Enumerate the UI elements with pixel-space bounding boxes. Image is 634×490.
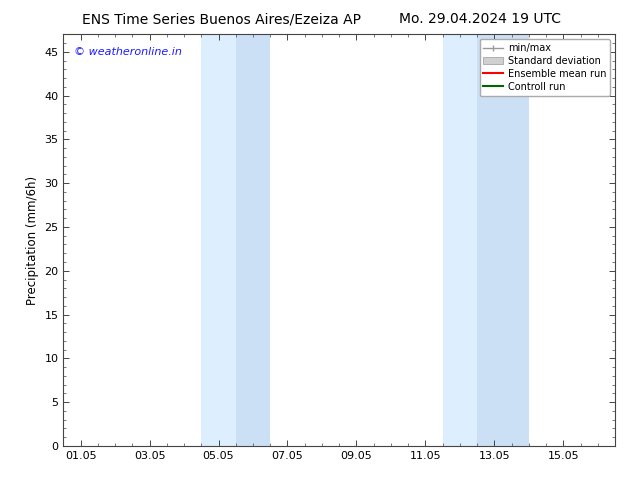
Text: ENS Time Series Buenos Aires/Ezeiza AP: ENS Time Series Buenos Aires/Ezeiza AP	[82, 12, 361, 26]
Bar	[202, 34, 236, 446]
Bar	[477, 34, 529, 446]
Legend: min/max, Standard deviation, Ensemble mean run, Controll run: min/max, Standard deviation, Ensemble me…	[479, 39, 610, 96]
Y-axis label: Precipitation (mm/6h): Precipitation (mm/6h)	[26, 175, 39, 305]
Bar	[236, 34, 270, 446]
Bar	[443, 34, 477, 446]
Text: Mo. 29.04.2024 19 UTC: Mo. 29.04.2024 19 UTC	[399, 12, 562, 26]
Text: © weatheronline.in: © weatheronline.in	[74, 47, 183, 57]
